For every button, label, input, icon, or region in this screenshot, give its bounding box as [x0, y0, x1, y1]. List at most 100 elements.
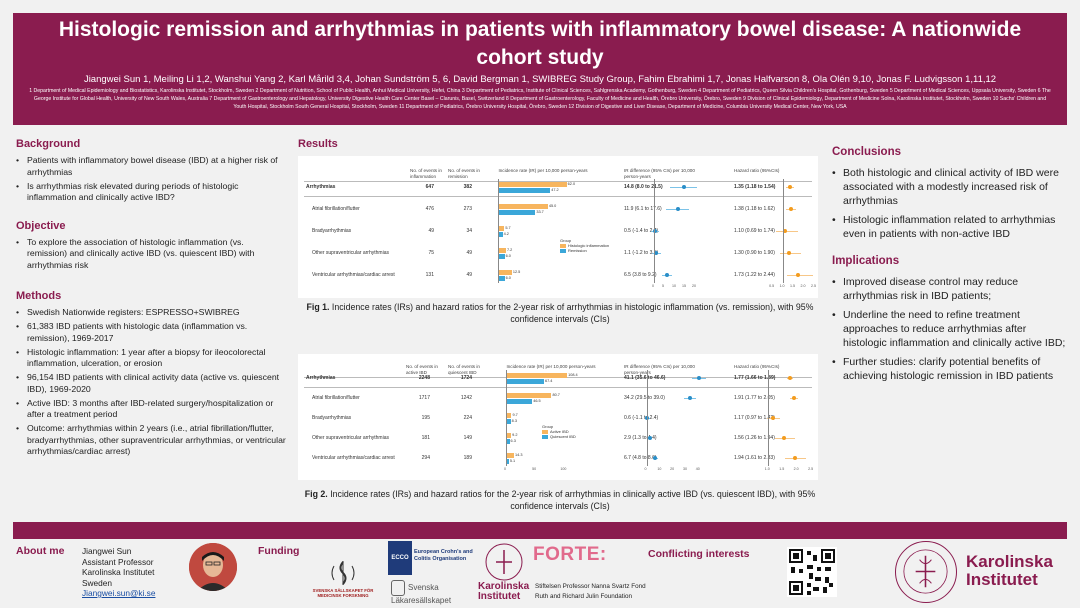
- hazard-ratio-tick: 0.5: [769, 284, 775, 288]
- avatar: [189, 543, 237, 591]
- ir-label-group-2: 33.7: [536, 209, 544, 214]
- methods-item: 96,154 IBD patients with clinical activi…: [16, 372, 286, 395]
- ir-difference-tick: 0: [652, 284, 654, 288]
- events-group-2: 149: [463, 435, 472, 441]
- legend-item: Quiescent IBD: [542, 434, 576, 439]
- hazard-ratio-ci: [787, 275, 813, 276]
- hazard-ratio-null-line: [782, 179, 784, 283]
- hazard-ratio-ci: [776, 231, 799, 232]
- col-header-hazard-ratio: Hazard ratio (95%CIs): [734, 364, 780, 369]
- col-header-ir: Incidence rate (IR) per 10,000 person-ye…: [498, 168, 588, 173]
- conclusions-list: Both histologic and clinical activity of…: [832, 166, 1072, 241]
- hazard-ratio-text: 1.30 (0.90 to 1.90): [734, 250, 775, 256]
- ecco-logo: ECCO: [388, 541, 412, 575]
- hazard-ratio-point: [781, 436, 786, 440]
- implications-section: Implications Improved disease control ma…: [832, 255, 1072, 383]
- figure-2-forest-table: No. of events in active IBD No. of events…: [298, 354, 818, 480]
- ir-bar-group-1: [498, 270, 512, 275]
- ir-baseline: [506, 370, 507, 466]
- ir-difference-point: [697, 376, 702, 380]
- ir-difference-point: [688, 396, 693, 400]
- hazard-ratio-point: [792, 456, 797, 460]
- foundation-1: Stiftelsen Professor Nanna Svartz Fond: [535, 583, 646, 590]
- foundation-list: Stiftelsen Professor Nanna Svartz Fond R…: [535, 582, 646, 602]
- ir-difference-tick: 10: [657, 467, 662, 471]
- hazard-ratio-ci: [780, 253, 802, 254]
- ir-difference-tick: 30: [682, 467, 687, 471]
- ir-difference-text: 0.6 (-1.1 to 2.4): [624, 415, 659, 421]
- hazard-ratio-point: [787, 185, 792, 189]
- ir-difference-tick: 15: [682, 284, 686, 288]
- legend-swatch: [560, 243, 566, 248]
- about-me-heading: About me: [16, 545, 65, 557]
- hazard-ratio-text: 1.10 (0.69 to 1.74): [734, 228, 775, 234]
- ir-label-group-2: 6.0: [505, 275, 511, 280]
- ir-difference-tick: 5: [662, 284, 664, 288]
- ir-bar-group-2: [498, 253, 505, 259]
- hazard-ratio-text: 1.73 (1.22 to 2.44): [734, 272, 775, 278]
- row-divider: [304, 387, 812, 388]
- figure-1-forest-table: No. of events in inflammation No. of even…: [298, 156, 818, 298]
- methods-list: Swedish Nationwide registers: ESPRESSO+S…: [16, 307, 286, 458]
- col-header-events-1: No. of events in active IBD: [406, 364, 438, 375]
- ir-difference-tick: 20: [692, 284, 696, 288]
- implications-item: Underline the need to refine treatment a…: [832, 308, 1072, 350]
- legend-label: Active IBD: [550, 429, 569, 434]
- ir-label-group-2: 5.1: [509, 458, 516, 463]
- events-group-2: 49: [466, 272, 472, 278]
- email-link[interactable]: Jiangwei.sun@ki.se: [82, 588, 156, 598]
- events-group-1: 476: [425, 206, 434, 212]
- footer-band: [13, 522, 1067, 539]
- ir-difference-text: 41.1 (35.6 to 46.6): [624, 375, 666, 381]
- poster-title: Histologic remission and arrhythmias in …: [58, 18, 1022, 69]
- ir-bar-group-1: [506, 413, 512, 418]
- ir-difference-tick: 10: [672, 284, 676, 288]
- ir-bar-group-1: [506, 373, 568, 378]
- legend-label: Remission: [568, 248, 587, 253]
- ir-bar-group-2: [498, 187, 551, 193]
- figure-2-caption-text: Incidence rates (IRs) and hazard ratios …: [327, 489, 816, 511]
- row-label: Other supraventricular arrhythmias: [312, 250, 389, 256]
- legend-item: Histologic inflammation: [560, 243, 609, 248]
- ir-label-group-2: 6.3: [510, 438, 516, 443]
- ir-bar-group-2: [498, 231, 503, 237]
- ir-difference-zero-line: [646, 370, 648, 466]
- funding-heading: Funding: [258, 545, 300, 557]
- background-item: Patients with inflammatory bowel disease…: [16, 155, 286, 178]
- events-group-2: 1242: [460, 395, 472, 401]
- events-group-1: 1717: [418, 395, 430, 401]
- ir-label-group-1: 12.5: [512, 270, 521, 274]
- events-group-1: 181: [421, 435, 430, 441]
- methods-item: 61,383 IBD patients with histologic data…: [16, 321, 286, 344]
- row-divider: [304, 196, 812, 197]
- events-group-2: 1724: [460, 375, 472, 381]
- ir-label-group-2: 6.0: [505, 253, 511, 258]
- hazard-ratio-point: [788, 376, 793, 380]
- row-label: Atrial fibrillation/flutter: [312, 206, 360, 212]
- legend: Group Histologic inflammation Remission: [560, 238, 609, 253]
- legend: Group Active IBD Quiescent IBD: [542, 424, 576, 439]
- implications-heading: Implications: [832, 255, 900, 267]
- ir-difference-text: 1.1 (-1.2 to 3.5): [624, 250, 659, 256]
- left-column: Background Patients with inflammatory bo…: [16, 138, 286, 460]
- ki-small-text: Karolinska Institutet: [478, 581, 530, 602]
- ir-difference-tick: 40: [695, 467, 700, 471]
- background-item: Is arrhythmias risk elevated during peri…: [16, 181, 286, 204]
- events-group-2: 224: [463, 415, 472, 421]
- ssmf-logo: SVENSKA SÄLLSKAPET FÖR MEDICINSK FORSKNI…: [302, 560, 384, 598]
- objective-heading: Objective: [16, 219, 66, 232]
- col-header-ir-difference: IR difference (95% CIs) per 10,000 perso…: [624, 168, 695, 179]
- ir-difference-point: [665, 273, 669, 277]
- ir-label-group-1: 9.2: [512, 433, 518, 437]
- col-header-events-2: No. of events in remission: [448, 168, 480, 179]
- methods-item: Histologic inflammation: 1 year after a …: [16, 347, 286, 370]
- background-heading: Background: [16, 138, 81, 150]
- legend-title: Group: [560, 238, 572, 243]
- col-header-events-1: No. of events in inflammation: [410, 168, 442, 179]
- implications-list: Improved disease control may reduce arrh…: [832, 275, 1072, 383]
- qr-code-icon[interactable]: [787, 547, 837, 597]
- implications-item: Improved disease control may reduce arrh…: [832, 275, 1072, 303]
- row-label: Arrhythmias: [306, 375, 336, 381]
- ir-label-group-2: 46.5: [533, 398, 541, 403]
- hazard-ratio-text: 1.94 (1.61 to 2.33): [734, 455, 775, 461]
